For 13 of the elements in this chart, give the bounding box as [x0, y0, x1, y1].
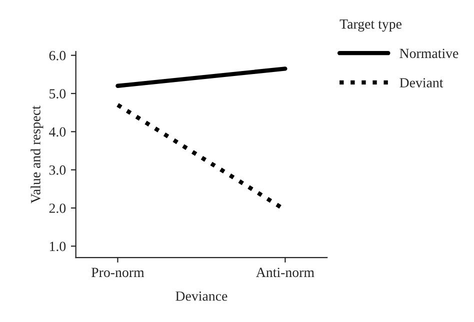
y-axis-title: Value and respect — [30, 106, 44, 204]
x-tick-label: Anti-norm — [256, 268, 314, 278]
legend-label: Deviant — [400, 78, 444, 88]
x-axis-title: Deviance — [176, 291, 228, 301]
y-tick-label: 3.0 — [49, 165, 66, 175]
x-tick-label: Pro-norm — [91, 268, 144, 278]
y-tick-label: 1.0 — [50, 242, 66, 252]
y-tick-label: 2.0 — [49, 204, 66, 214]
legend-title: Target type — [340, 19, 402, 32]
legend-label: Normative — [400, 48, 458, 58]
y-tick-label: 5.0 — [50, 89, 66, 99]
y-tick-label: 6.0 — [49, 50, 66, 60]
y-tick-label: 4.0 — [49, 127, 66, 137]
